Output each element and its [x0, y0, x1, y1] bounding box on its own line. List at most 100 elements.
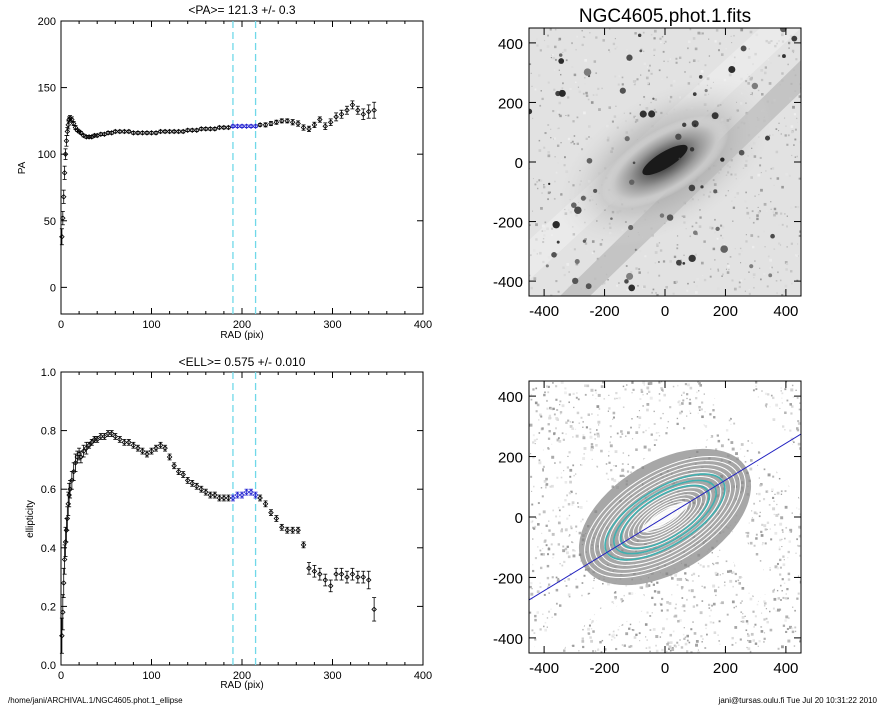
data-point — [207, 492, 214, 498]
data-point — [117, 436, 123, 443]
x-tick-label: 100 — [142, 319, 160, 331]
data-point — [184, 127, 191, 133]
data-point — [59, 233, 65, 240]
data-point — [344, 574, 350, 580]
data-point — [262, 122, 269, 128]
data-point — [234, 492, 241, 498]
image-y-tick-label: -200 — [493, 570, 523, 587]
data-point — [86, 442, 92, 449]
data-point — [239, 123, 245, 129]
data-point — [166, 454, 173, 460]
timestamp-footer: jani@tursas.oulu.fi Tue Jul 20 10:31:22 … — [718, 696, 877, 705]
data-point — [175, 128, 182, 135]
x-tick-label: 0 — [58, 670, 64, 682]
data-point — [98, 131, 104, 137]
x-tick-label: 400 — [414, 319, 432, 331]
ell-x-axis: 0 100 200 300 400 — [58, 372, 432, 682]
data-point — [338, 111, 345, 117]
data-point — [273, 119, 280, 125]
image-y-tick-label: -200 — [493, 215, 523, 232]
x-tick-label: 400 — [414, 670, 432, 682]
data-point — [203, 489, 209, 495]
data-point — [62, 151, 69, 157]
data-point — [279, 524, 285, 531]
y-tick-label: 0.2 — [41, 601, 56, 613]
data-point — [126, 439, 132, 446]
image-title: NGC4605.phot.1.fits — [579, 6, 751, 27]
data-point — [257, 122, 263, 128]
y-tick-label: 50 — [44, 216, 56, 228]
data-point — [365, 577, 372, 583]
data-point — [64, 515, 71, 522]
data-point — [289, 527, 296, 533]
data-point — [78, 130, 84, 136]
image-y-tick-label: 400 — [498, 36, 523, 53]
ellipticity-profile-chart: <ELL>= 0.575 +/- 0.010 0.0 0.2 0.4 0.6 0.8 1.… — [25, 355, 432, 691]
data-point — [175, 468, 182, 475]
image-x-tick-label: -200 — [590, 660, 620, 677]
data-point — [162, 128, 168, 135]
data-point — [248, 123, 254, 129]
x-tick-label: 300 — [323, 319, 341, 331]
data-point — [157, 442, 164, 449]
data-point — [101, 433, 108, 440]
data-point — [144, 451, 150, 457]
data-point — [139, 448, 146, 454]
data-point — [63, 527, 70, 533]
data-point — [89, 439, 95, 446]
ell-y-axis-label: ellipticity — [25, 500, 36, 538]
data-point — [61, 556, 68, 563]
data-point — [327, 119, 334, 125]
data-point — [322, 577, 329, 583]
data-point — [284, 527, 291, 533]
y-tick-label: 100 — [38, 149, 56, 161]
data-point — [349, 102, 356, 108]
data-point — [80, 132, 87, 139]
data-point — [252, 123, 259, 129]
data-point — [371, 606, 377, 613]
pa-direction-line — [529, 433, 801, 601]
y-tick-label: 0 — [50, 282, 56, 294]
x-tick-label: 200 — [233, 319, 251, 331]
data-point — [225, 124, 232, 131]
x-tick-label: 200 — [233, 670, 251, 682]
data-point — [157, 128, 164, 135]
image-x-tick-label: -400 — [529, 303, 559, 320]
data-point — [130, 442, 137, 449]
data-point — [221, 495, 227, 501]
data-point — [108, 430, 115, 437]
data-point — [306, 565, 312, 572]
image-x-tick-label: -200 — [590, 303, 620, 320]
data-point — [130, 130, 137, 136]
data-point — [126, 128, 132, 135]
image-x-tick-label: 400 — [773, 660, 798, 677]
image-y-tick-label: 200 — [498, 95, 523, 112]
data-point — [365, 108, 372, 115]
data-point — [63, 138, 70, 144]
data-point — [360, 574, 367, 580]
data-point — [189, 127, 195, 133]
pa-window-lines — [232, 21, 257, 314]
data-point — [279, 118, 285, 124]
data-point — [207, 126, 214, 132]
data-point — [61, 170, 68, 176]
data-point — [371, 107, 377, 113]
data-point — [184, 477, 191, 484]
data-point — [216, 124, 223, 131]
data-point — [98, 433, 104, 440]
data-point — [144, 130, 150, 136]
image-x-tick-label: 0 — [661, 303, 669, 320]
data-point — [317, 571, 323, 577]
data-point — [198, 486, 205, 492]
data-point — [94, 436, 100, 443]
data-point — [80, 448, 87, 454]
data-point — [193, 483, 200, 490]
data-point — [135, 445, 141, 451]
data-point — [121, 128, 128, 135]
y-tick-label: 1.0 — [41, 367, 56, 379]
data-point — [78, 454, 84, 460]
data-point — [243, 489, 250, 495]
pa-x-axis: 0 100 200 300 400 — [58, 21, 432, 331]
data-point — [139, 130, 146, 136]
